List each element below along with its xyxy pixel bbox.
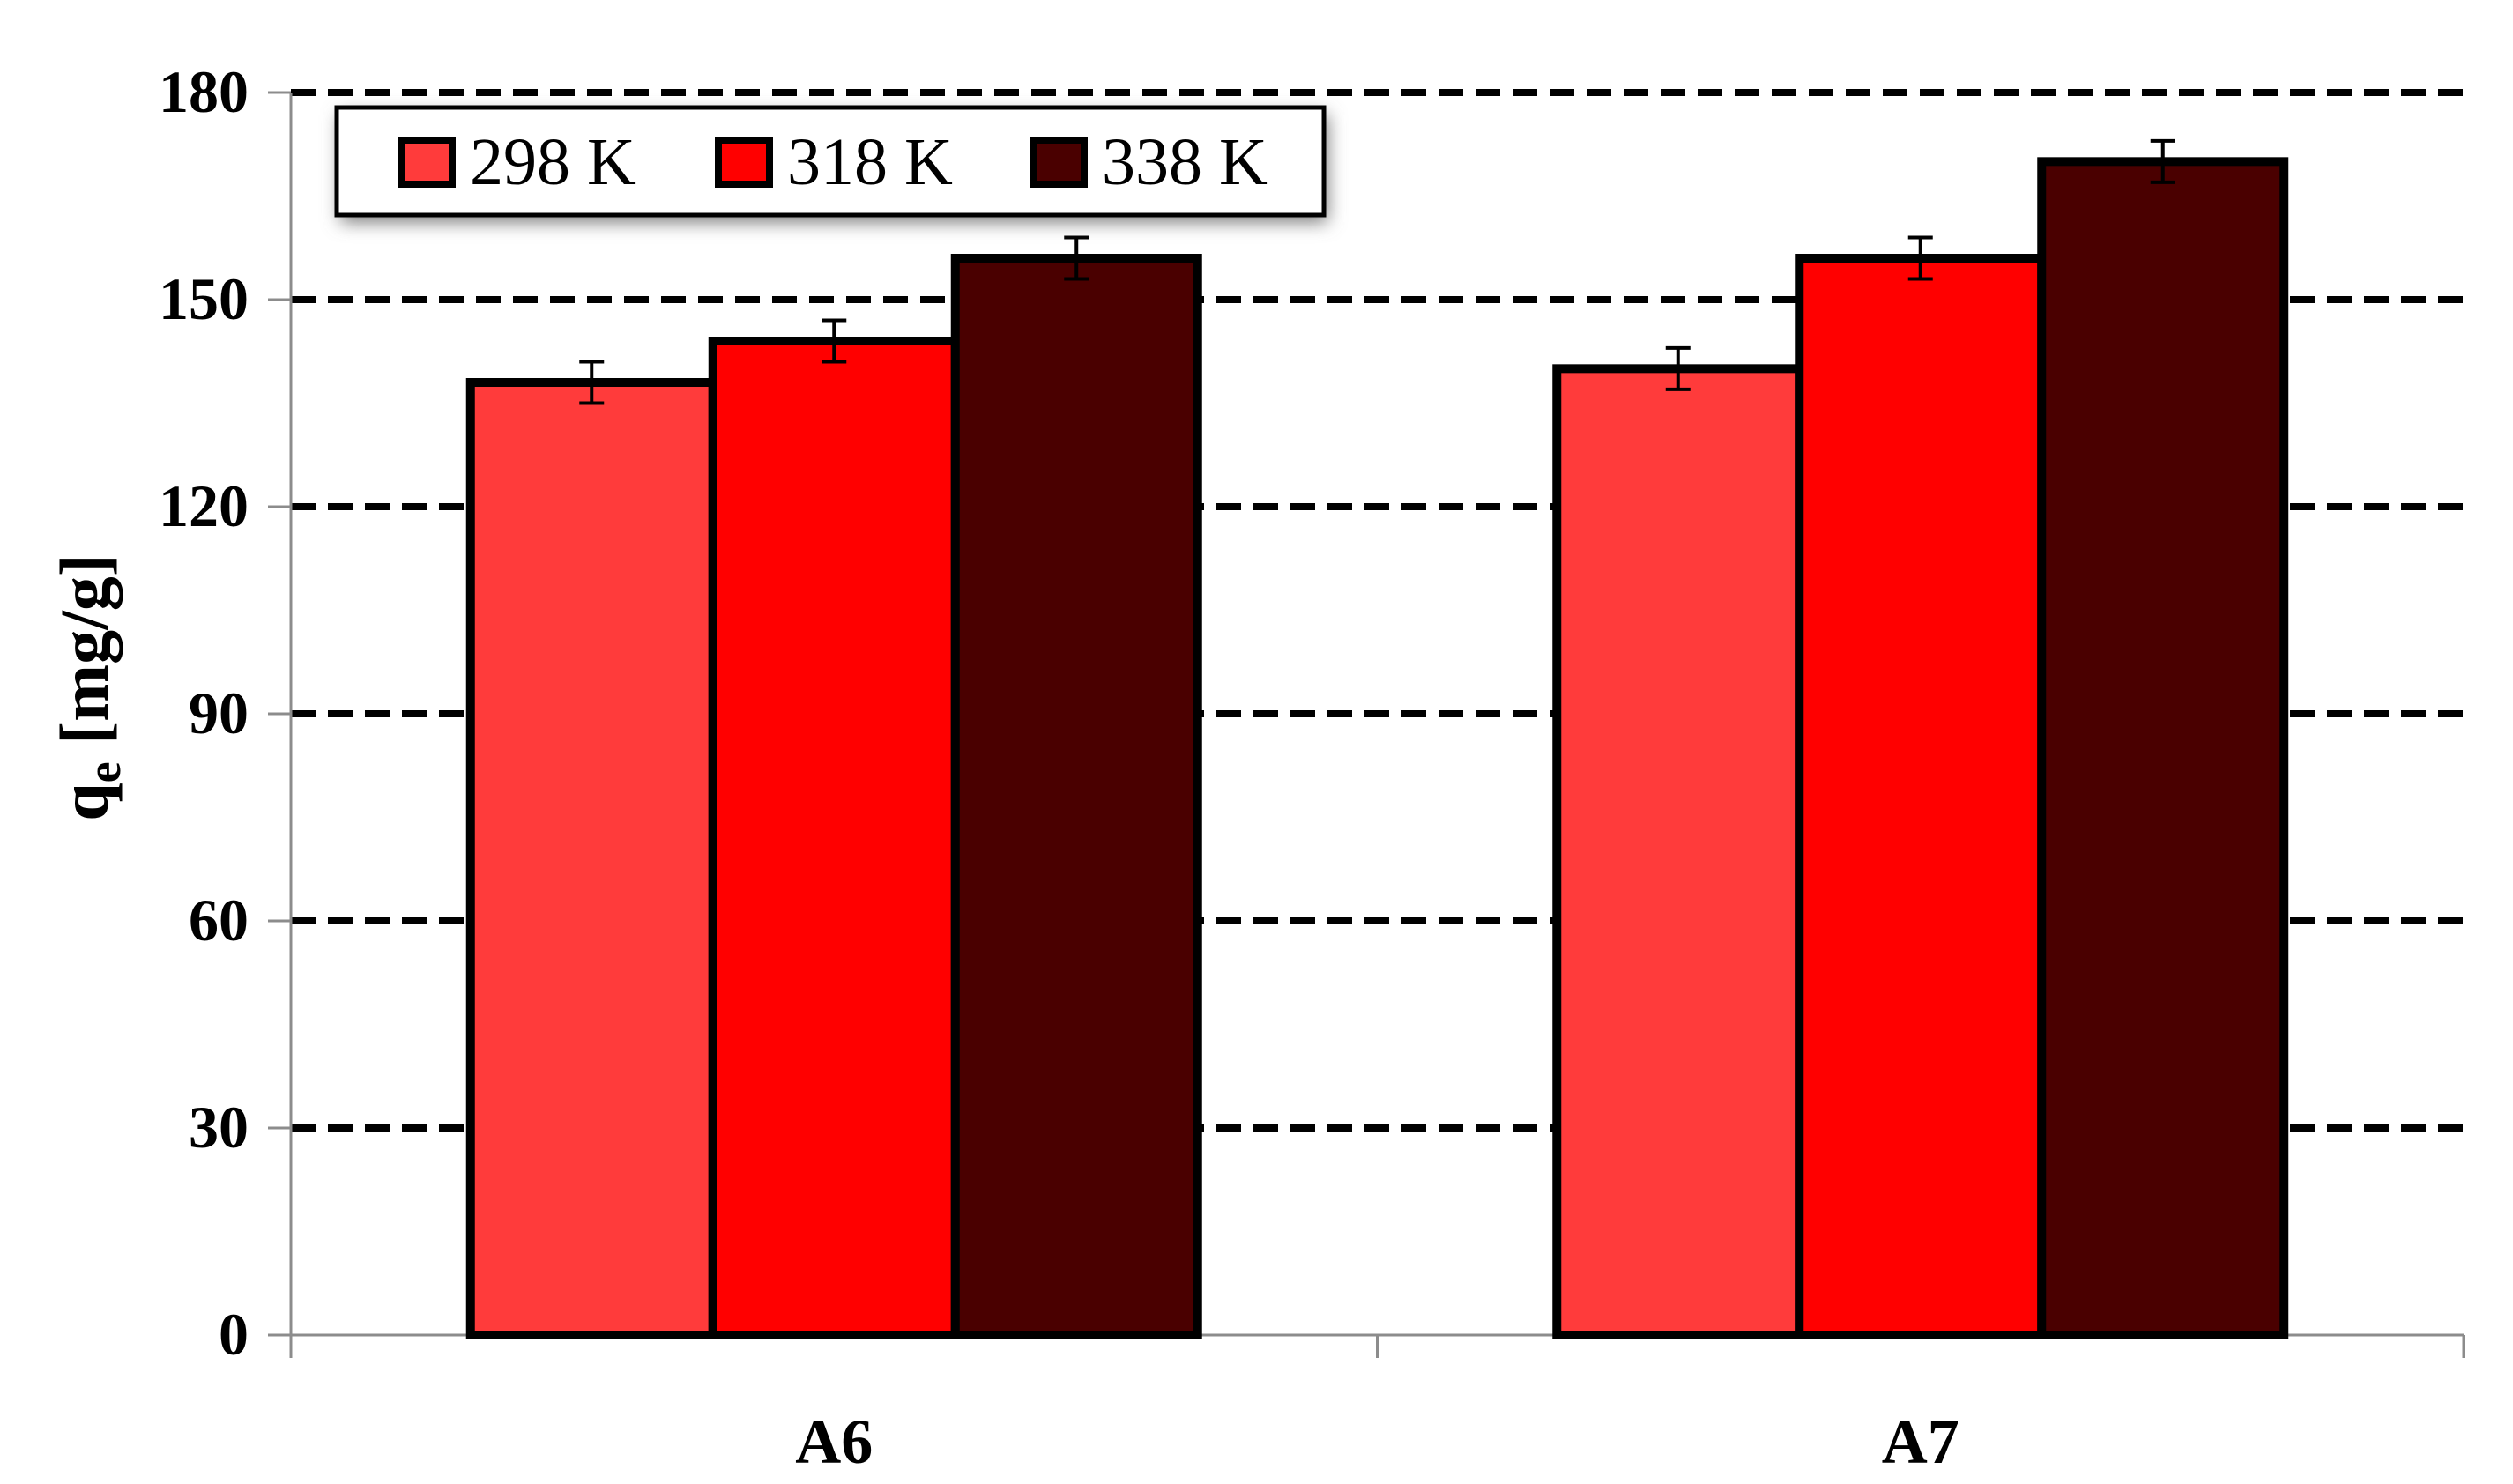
legend-swatch [715, 137, 773, 188]
legend-label: 338 K [1102, 125, 1268, 199]
y-tick-label: 0 [219, 1301, 249, 1368]
y-tick-label: 30 [189, 1094, 249, 1161]
y-tick-label: 180 [159, 58, 249, 125]
y-axis-label-subscript: e [78, 761, 130, 783]
gridlines [291, 89, 2464, 1132]
error-bar [2150, 138, 2175, 184]
y-tick-label: 60 [189, 887, 249, 953]
bar-a7-338k [2037, 157, 2289, 1339]
error-bar [822, 318, 847, 364]
x-tick-labels: A6 A7 [795, 1406, 1959, 1477]
y-axis-label-unit: [mg/g] [46, 553, 123, 761]
y-axis-label-main: q [46, 783, 123, 820]
legend-swatch [1030, 137, 1088, 188]
legend-entry: 298 K [398, 125, 636, 199]
error-bars [579, 138, 2175, 405]
y-axis-label: qe [mg/g] [46, 553, 130, 820]
bars [465, 157, 2289, 1339]
legend-entry: 338 K [1030, 125, 1268, 199]
y-tick-label: 120 [159, 472, 249, 539]
error-bar [1064, 235, 1089, 281]
y-tick-label: 150 [159, 265, 249, 332]
x-tick-label: A6 [795, 1406, 873, 1477]
legend: 298 K 318 K 338 K [334, 105, 1327, 222]
y-tick-labels: 0 30 60 90 120 150 180 [159, 58, 249, 1368]
bar-a7-298k [1552, 364, 1804, 1339]
legend-box [334, 105, 1327, 218]
legend-label: 298 K [470, 125, 636, 199]
y-tick-label: 90 [189, 679, 249, 746]
legend-label: 318 K [787, 125, 953, 199]
bar-a6-338k [950, 254, 1202, 1339]
bar-a6-298k [465, 378, 717, 1339]
error-bar [579, 360, 605, 405]
bar-a7-318k [1795, 254, 2047, 1339]
error-bar [1907, 235, 1933, 281]
bar-a6-318k [708, 337, 960, 1339]
legend-swatch [398, 137, 456, 188]
error-bar [1665, 345, 1691, 391]
x-tick-label: A7 [1882, 1406, 1959, 1477]
legend-entry: 318 K [715, 125, 953, 199]
